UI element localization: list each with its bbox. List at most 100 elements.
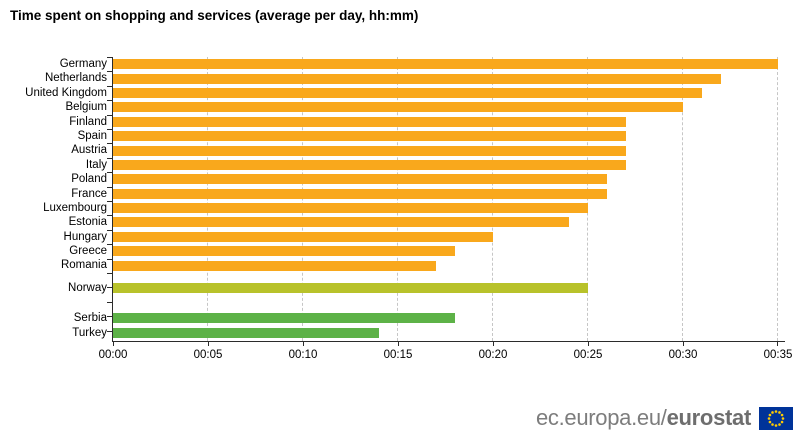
bar-france [113,188,607,199]
bar-row-germany: Germany [60,57,785,71]
x-axis-label-00-35: 00:35 [763,349,793,361]
gridline-00-15 [397,57,398,341]
y-axis-tick [107,330,112,332]
gridline-00-25 [587,57,588,341]
bar-chart: 00:00 00:05 00:10 00:15 00:20 00:25 00:30 00:35… [25,57,792,361]
bar-row-netherlands: Netherlands [45,71,785,85]
x-axis-label-00-20: 00:20 [478,349,508,361]
bar-row-romania: Romania [61,258,785,272]
bar-row-austria: Austria [71,143,785,157]
bar-hungary [113,231,493,242]
x-axis-tick-00-25 [588,342,589,346]
bar-netherlands [113,73,721,84]
country-label-hungary: Hungary [63,230,107,243]
bar-row-estonia: Estonia [69,215,785,229]
x-axis-tick-00-00 [113,342,114,346]
bar-row-finland: Finland [69,115,785,129]
bar-romania [113,260,436,271]
bar-row-hungary: Hungary [64,230,785,244]
y-axis-tick [107,57,112,58]
country-label-belgium: Belgium [65,101,107,114]
bar-row-norway: Norway [68,281,785,295]
bar-row-united-kingdom: United Kingdom [25,86,785,100]
bar-poland [113,174,607,185]
country-label-spain: Spain [77,129,107,142]
y-axis-tick [107,172,112,174]
bar-turkey [113,327,379,338]
eu-flag-icon [759,406,793,430]
y-axis-tick [107,143,112,145]
gridline-00-20 [492,57,493,341]
x-axis-label-00-25: 00:25 [573,349,603,361]
country-label-serbia: Serbia [73,312,107,325]
x-axis-label-00-05: 00:05 [193,349,223,361]
footer-url-brand: eurostat [666,405,752,430]
country-label-greece: Greece [69,245,107,258]
group-spacer [113,295,785,311]
bar-greece [113,246,455,257]
country-label-netherlands: Netherlands [44,72,107,85]
x-axis-label-00-15: 00:15 [383,349,413,361]
group-spacer [113,273,785,281]
bar-row-turkey: Turkey [72,326,785,340]
bar-finland [113,116,626,127]
country-label-austria: Austria [71,144,107,157]
country-label-norway: Norway [68,281,107,294]
bar-estonia [113,217,569,228]
bar-row-spain: Spain [78,129,785,143]
bar-row-luxembourg: Luxembourg [43,201,785,215]
country-label-luxembourg: Luxembourg [43,201,107,214]
gridline-00-35 [777,57,778,341]
bar-luxembourg [113,203,588,214]
bar-serbia [113,313,455,324]
eu-flag-stars [767,409,785,427]
bar-row-greece: Greece [69,244,785,258]
x-axis-label-00-10: 00:10 [288,349,318,361]
y-axis-tick [107,114,112,116]
bar-row-france: France [71,187,785,201]
y-axis-tick [107,85,112,87]
country-label-poland: Poland [71,173,107,186]
bar-row-belgium: Belgium [65,100,785,114]
country-label-estonia: Estonia [68,216,107,229]
x-axis-label-00-30: 00:30 [668,349,698,361]
bar-row-italy: Italy [86,158,785,172]
footer-url: ec.europa.eu/eurostat [536,405,751,431]
y-axis-tick [107,129,112,130]
country-label-turkey: Turkey [72,326,107,339]
y-axis-tick [107,186,112,188]
x-axis-tick-00-10 [303,342,304,346]
y-axis-tick [107,100,112,102]
plot-area: 00:00 00:05 00:10 00:15 00:20 00:25 00:30 00:35… [25,57,792,361]
x-axis-tick-00-35 [777,342,778,346]
y-axis-tick [107,157,112,159]
country-label-finland: Finland [69,115,107,128]
y-axis-tick [107,258,112,260]
bar-norway [113,283,588,294]
y-axis-tick [107,316,112,318]
x-axis-tick-00-20 [493,342,494,346]
footer-logo: ec.europa.eu/eurostat [536,405,793,431]
bar-belgium [113,102,683,113]
y-axis-tick [107,244,112,246]
footer-url-domain: ec.europa.eu/ [535,405,667,430]
bar-row-serbia: Serbia [74,311,785,325]
country-label-italy: Italy [85,158,107,171]
gridline-00-30 [682,57,683,341]
country-label-france: France [71,187,107,200]
bar-united-kingdom [113,87,702,98]
bar-austria [113,145,626,156]
x-axis-tick-00-15 [398,342,399,346]
y-axis-tick [107,301,112,303]
y-axis-tick [107,215,112,217]
bar-italy [113,159,626,170]
bar-spain [113,131,626,142]
y-axis-tick [107,273,112,274]
bar-row-poland: Poland [71,172,785,186]
y-axis-tick [107,287,112,289]
gridline-00-10 [302,57,303,341]
bar-germany [113,59,778,70]
country-label-romania: Romania [60,259,107,272]
chart-title: Time spent on shopping and services (ave… [10,8,419,23]
